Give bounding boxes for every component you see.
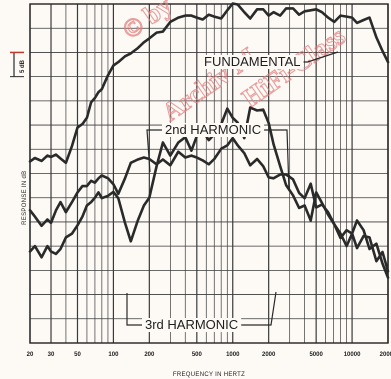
2nd-harmonic-label: 2nd HARMONIC (165, 122, 261, 137)
x-tick-label: 1000 (226, 352, 240, 358)
plot-frame (29, 3, 389, 344)
series-line-2 (28, 136, 390, 279)
3rd-harmonic-label-bg (142, 318, 242, 332)
3rd-harmonic-leader-left (126, 293, 142, 326)
x-tick-label: 20000 (380, 352, 391, 358)
x-tick-label: 200 (144, 352, 155, 358)
x-tick-label: 100 (108, 352, 119, 358)
x-axis-title: FREQUENCY IN HERTZ (173, 372, 245, 378)
2nd-harmonic-label-bg (162, 123, 265, 137)
axes: 20 30 50 100 200 500 1000 2000 5000 10000 20000 FRE… (10, 51, 391, 378)
x-tick-label: 50 (74, 352, 81, 358)
series-line-1 (28, 2, 390, 165)
x-tick-label: 10000 (344, 352, 361, 358)
watermark-line-1: © by (117, 0, 177, 45)
3rd-harmonic-leader-right (241, 291, 277, 326)
chart-grid (29, 3, 389, 344)
2nd-harmonic-leader-left (146, 129, 162, 173)
y-axis-title: RESPONSE IN dB (22, 171, 28, 225)
x-tick-label: 20 (27, 352, 34, 358)
fundamental-label: FUNDAMENTAL (204, 54, 301, 69)
scale-bar-label: 5 dB (20, 59, 26, 73)
3rd-harmonic-label: 3rd HARMONIC (145, 317, 238, 332)
x-tick-label: 5000 (309, 352, 323, 358)
x-tick-label: 2000 (262, 352, 276, 358)
fundamental-leader (303, 51, 339, 63)
curve-labels: FUNDAMENTAL 2nd HARMONIC 3rd HARMONIC (126, 51, 339, 332)
x-tick-label: 30 (48, 352, 55, 358)
x-tick-label: 500 (192, 352, 203, 358)
2nd-harmonic-leader-right (264, 129, 290, 192)
fundamental-label-bg (201, 55, 304, 69)
